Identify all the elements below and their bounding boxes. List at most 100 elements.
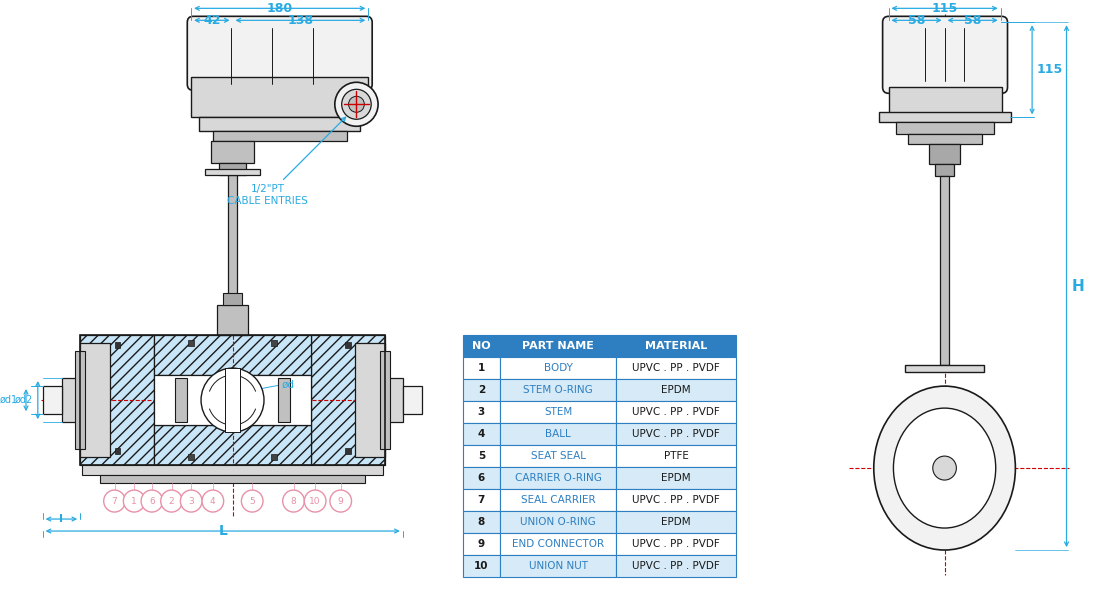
Circle shape (201, 368, 264, 432)
Circle shape (282, 490, 304, 512)
Bar (100, 475, 366, 483)
Text: 4: 4 (210, 497, 215, 506)
Text: 9: 9 (478, 539, 485, 549)
Bar (80, 343, 110, 457)
Text: H: H (1072, 278, 1085, 293)
Text: 42: 42 (203, 14, 221, 27)
Bar (356, 343, 385, 457)
Bar (462, 335, 500, 357)
Text: UPVC . PP . PVDF: UPVC . PP . PVDF (632, 561, 720, 571)
Bar (219, 163, 246, 175)
Circle shape (242, 490, 264, 512)
Bar (462, 511, 500, 533)
Bar (500, 511, 616, 533)
Text: UPVC . PP . PVDF: UPVC . PP . PVDF (632, 407, 720, 417)
Text: BALL: BALL (546, 429, 571, 439)
Circle shape (933, 456, 956, 480)
Text: 2: 2 (478, 385, 485, 395)
Circle shape (202, 490, 224, 512)
Bar (216, 305, 248, 335)
Bar (908, 134, 982, 144)
Bar (462, 445, 500, 467)
Bar (80, 335, 154, 465)
Text: 1/2"PT
CABLE ENTRIES: 1/2"PT CABLE ENTRIES (227, 117, 346, 206)
Text: STEM: STEM (544, 407, 572, 417)
Text: 58: 58 (964, 14, 982, 27)
Bar (462, 357, 500, 379)
Bar (311, 335, 385, 465)
Bar (500, 445, 616, 467)
Bar (154, 375, 311, 425)
Text: NO: NO (472, 341, 491, 351)
Bar (878, 112, 1011, 122)
Bar (616, 489, 736, 511)
Bar (462, 379, 500, 401)
Text: EPDM: EPDM (661, 385, 691, 395)
Bar (462, 533, 500, 555)
Text: 115: 115 (931, 2, 957, 15)
Text: UPVC . PP . PVDF: UPVC . PP . PVDF (632, 429, 720, 439)
Ellipse shape (894, 408, 996, 528)
Circle shape (141, 490, 163, 512)
Text: 115: 115 (1037, 64, 1063, 76)
Text: EPDM: EPDM (661, 473, 691, 483)
Text: 58: 58 (908, 14, 926, 27)
Bar (213, 131, 347, 141)
Bar (462, 467, 500, 489)
Text: STEM O-RING: STEM O-RING (523, 385, 593, 395)
Text: UPVC . PP . PVDF: UPVC . PP . PVDF (632, 363, 720, 373)
Circle shape (348, 96, 365, 112)
Bar (227, 175, 237, 310)
Circle shape (329, 490, 351, 512)
Bar (896, 122, 994, 134)
Bar (500, 555, 616, 577)
Text: L: L (219, 524, 227, 538)
Bar (380, 351, 390, 449)
Bar (616, 533, 736, 555)
Bar (271, 454, 277, 460)
Bar (616, 555, 736, 577)
Bar (500, 379, 616, 401)
Text: 3: 3 (478, 407, 485, 417)
Circle shape (341, 89, 371, 119)
Text: UPVC . PP . PVDF: UPVC . PP . PVDF (632, 495, 720, 505)
FancyBboxPatch shape (883, 16, 1008, 93)
Text: PART NAME: PART NAME (523, 341, 594, 351)
Bar (278, 378, 290, 422)
Circle shape (304, 490, 326, 512)
Bar (462, 423, 500, 445)
Bar (43, 386, 63, 414)
Bar (225, 368, 240, 432)
Bar (191, 77, 368, 117)
Text: MATERIAL: MATERIAL (645, 341, 707, 351)
Bar (462, 401, 500, 423)
Bar (63, 378, 80, 422)
Bar (500, 401, 616, 423)
Bar (205, 169, 260, 175)
Text: 180: 180 (267, 2, 293, 15)
Bar (403, 386, 423, 414)
Text: PTFE: PTFE (663, 451, 688, 461)
Circle shape (103, 490, 125, 512)
Bar (114, 342, 121, 348)
Text: 6: 6 (478, 473, 485, 483)
Text: END CONNECTOR: END CONNECTOR (512, 539, 604, 549)
Text: 3: 3 (189, 497, 194, 506)
Circle shape (180, 490, 202, 512)
Text: UPVC . PP . PVDF: UPVC . PP . PVDF (632, 539, 720, 549)
Bar (616, 445, 736, 467)
Text: 9: 9 (338, 497, 344, 506)
Text: 8: 8 (291, 497, 296, 506)
Text: 10: 10 (310, 497, 321, 506)
Bar (345, 342, 350, 348)
Circle shape (123, 490, 145, 512)
Text: UNION O-RING: UNION O-RING (520, 517, 596, 527)
Bar (462, 555, 500, 577)
Text: EPDM: EPDM (661, 517, 691, 527)
Bar (616, 511, 736, 533)
Bar (500, 335, 616, 357)
Text: 7: 7 (478, 495, 485, 505)
Text: UNION NUT: UNION NUT (528, 561, 587, 571)
Bar (345, 448, 350, 454)
Bar (500, 489, 616, 511)
